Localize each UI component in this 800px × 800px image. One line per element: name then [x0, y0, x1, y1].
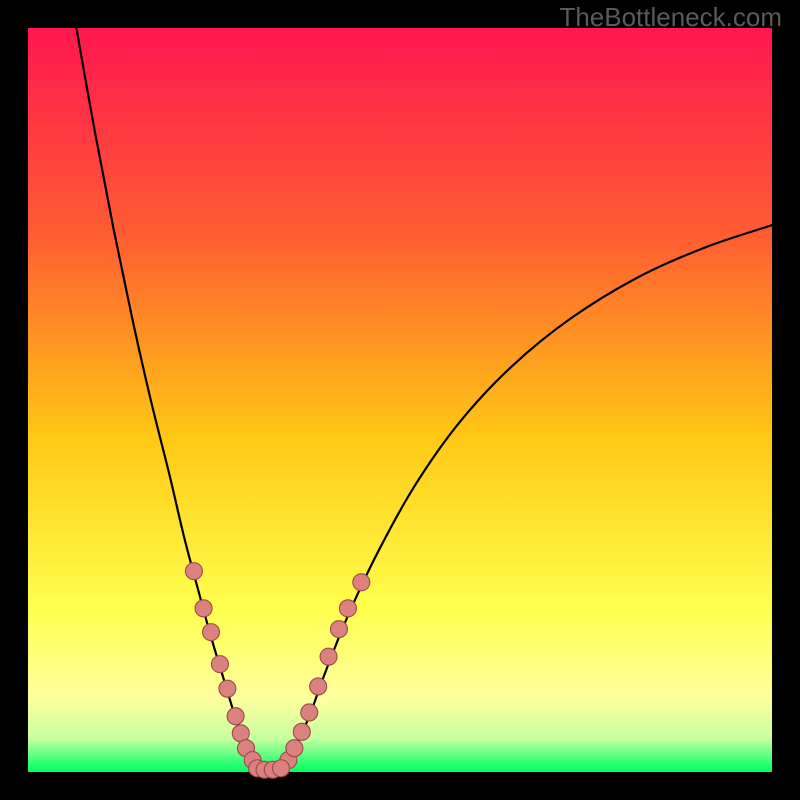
- marker-point: [203, 624, 220, 641]
- marker-point: [211, 656, 228, 673]
- marker-point: [301, 704, 318, 721]
- marker-point: [339, 600, 356, 617]
- curve-layer: [0, 0, 800, 800]
- marker-point: [310, 678, 327, 695]
- watermark-text: TheBottleneck.com: [559, 2, 782, 33]
- markers-bottom: [249, 760, 290, 778]
- marker-point: [330, 621, 347, 638]
- v-curve: [76, 28, 772, 771]
- chart-frame: TheBottleneck.com: [0, 0, 800, 800]
- marker-point: [293, 723, 310, 740]
- marker-point: [320, 648, 337, 665]
- markers-left: [185, 563, 261, 769]
- marker-point: [272, 760, 289, 777]
- marker-point: [219, 680, 236, 697]
- marker-point: [185, 563, 202, 580]
- marker-point: [353, 574, 370, 591]
- marker-point: [195, 600, 212, 617]
- marker-point: [227, 708, 244, 725]
- marker-point: [286, 740, 303, 757]
